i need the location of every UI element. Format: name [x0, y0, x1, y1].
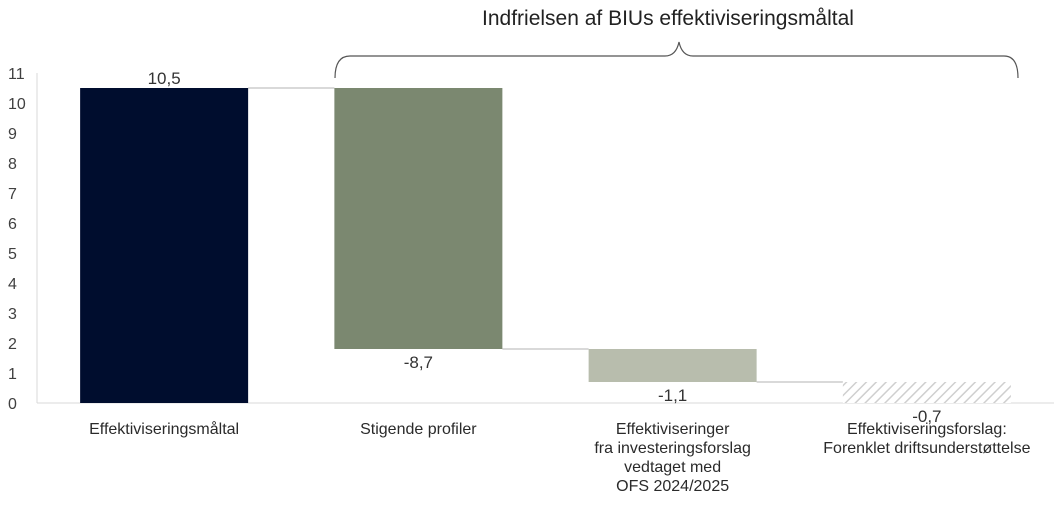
bar-2 — [334, 88, 503, 349]
y-tick-label: 6 — [8, 216, 17, 233]
y-tick-label: 1 — [8, 366, 17, 383]
y-tick-label: 7 — [8, 186, 17, 203]
bar-1 — [80, 88, 249, 403]
y-tick-label: 0 — [8, 396, 17, 413]
y-tick-label: 10 — [8, 96, 26, 113]
y-tick-label: 8 — [8, 156, 17, 173]
bar-4 — [842, 382, 1011, 403]
bar-3 — [588, 349, 757, 382]
data-label-1: 10,5 — [148, 69, 181, 88]
data-label-3: -1,1 — [658, 386, 687, 405]
data-label-2: -8,7 — [404, 353, 433, 372]
category-label-2: Stigende profiler — [360, 421, 477, 438]
y-tick-label: 5 — [8, 246, 17, 263]
y-tick-label: 3 — [8, 306, 17, 323]
y-tick-label: 2 — [8, 336, 17, 353]
y-tick-label: 9 — [8, 126, 17, 143]
bracket-annotation: Indfrielsen af BIUs effektiviseringsmålt… — [482, 7, 854, 30]
bracket-line — [334, 41, 1019, 79]
y-tick-label: 4 — [8, 276, 17, 293]
data-label-4: -0,7 — [912, 407, 941, 426]
category-label-4: Effektiviseringsforslag: Forenklet drift… — [823, 421, 1031, 457]
category-label-1: Effektiviseringsmåltal — [89, 421, 240, 438]
category-label-3: Effektiviseringer fra investeringsforsla… — [594, 421, 751, 495]
y-tick-label: 11 — [8, 66, 25, 83]
